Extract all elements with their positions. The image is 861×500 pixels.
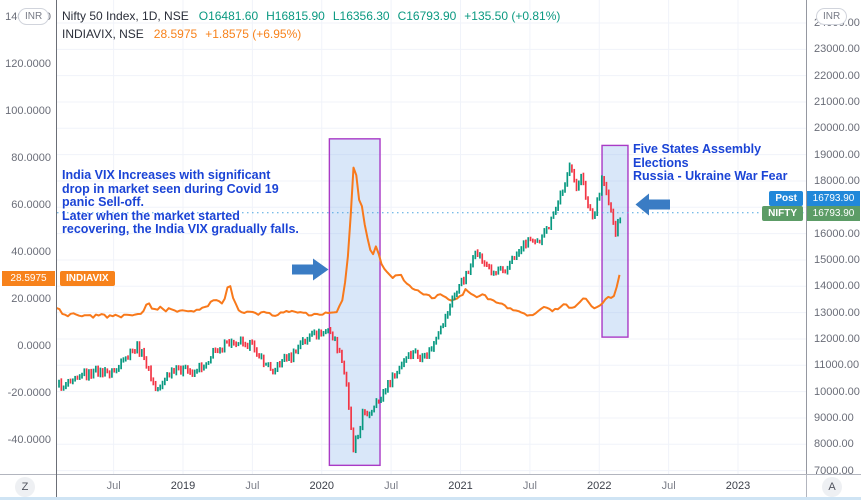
right-axis-tick: 14000.00 <box>814 280 860 293</box>
highlight-regions[interactable] <box>328 138 629 467</box>
left-axis-tick: 100.0000 <box>5 105 51 118</box>
arrow-left-icon[interactable] <box>635 193 671 216</box>
indiavix-series-label-badge: INDIAVIX <box>60 271 115 287</box>
post-market-label-badge: Post <box>769 190 803 206</box>
drawing-arrows[interactable] <box>292 193 671 281</box>
time-axis-tick: Jul <box>661 480 676 492</box>
right-axis-tick: 18000.00 <box>814 174 860 187</box>
nifty-high: H16815.90 <box>266 9 325 23</box>
left-axis-tick: 20.0000 <box>11 293 51 306</box>
indiavix-line-series <box>57 166 621 319</box>
right-price-axis[interactable]: 24000.0023000.0022000.0021000.0020000.00… <box>806 0 861 477</box>
nifty-label-badge: NIFTY <box>762 205 803 221</box>
time-axis-tick: 2020 <box>309 480 334 492</box>
gridlines <box>57 0 806 474</box>
left-axis-tick: 120.0000 <box>5 58 51 71</box>
left-currency-button[interactable]: INR <box>18 8 50 25</box>
left-axis-tick: -20.0000 <box>7 386 51 399</box>
right-axis-tick: 13000.00 <box>814 306 860 319</box>
vix-price-axis-badge: 28.5975 <box>2 271 55 287</box>
reset-zoom-button[interactable]: Z <box>15 477 35 497</box>
left-axis-tick: -40.0000 <box>7 433 51 446</box>
highlight-region[interactable] <box>601 144 629 338</box>
right-axis-tick: 12000.00 <box>814 332 860 345</box>
nifty-price-badge: 16793.90 <box>807 205 860 221</box>
time-axis-tick: 2023 <box>725 480 751 492</box>
right-axis-tick: 15000.00 <box>814 253 860 266</box>
right-axis-tick: 8000.00 <box>814 438 854 451</box>
time-axis-tick: Jul <box>245 480 260 492</box>
elections-annotation-text[interactable]: Five States Assembly Elections Russia - … <box>633 142 788 184</box>
right-axis-tick: 21000.00 <box>814 95 860 108</box>
pane-separator <box>56 474 57 497</box>
indiavix-value: 28.5975 <box>153 27 198 41</box>
covid-annotation-text[interactable]: India VIX Increases with significant dro… <box>62 168 299 237</box>
legend-row-nifty[interactable]: Nifty 50 Index, 1D, NSE O16481.60 H16815.9… <box>62 7 568 25</box>
arrow-right-icon[interactable] <box>292 258 329 281</box>
nifty-close: C16793.90 <box>397 9 457 23</box>
nifty-low: L16356.30 <box>332 9 390 23</box>
time-axis-tick: Jul <box>384 480 399 492</box>
chart-canvas[interactable] <box>57 0 806 474</box>
left-axis-tick: 60.0000 <box>11 199 51 212</box>
left-axis-tick: 80.0000 <box>11 152 51 165</box>
indiavix-series-title[interactable]: INDIAVIX, NSE <box>62 27 144 41</box>
right-axis-tick: 7000.00 <box>814 464 854 477</box>
left-axis-tick: 40.0000 <box>11 246 51 259</box>
right-axis-tick: 19000.00 <box>814 148 860 161</box>
left-axis-tick: 0.0000 <box>17 339 51 352</box>
right-axis-tick: 23000.00 <box>814 43 860 56</box>
legend: Nifty 50 Index, 1D, NSE O16481.60 H16815.9… <box>62 7 568 43</box>
time-axis-tick: Jul <box>106 480 121 492</box>
time-axis-tick: 2022 <box>587 480 612 492</box>
time-axis-tick: Jul <box>522 480 537 492</box>
window-bottom-edge <box>0 497 861 500</box>
time-axis[interactable]: Jul 2019 Jul 2020 Jul 2021 Jul 2022 Jul 2023 Z A <box>0 474 861 498</box>
nifty-open: O16481.60 <box>198 9 259 23</box>
nifty-change: +135.50 (+0.81%) <box>464 9 561 23</box>
left-price-axis[interactable]: 140.0000120.0000100.000080.000060.000040… <box>0 0 57 474</box>
legend-row-indiavix[interactable]: INDIAVIX, NSE 28.5975 +1.8575 (+6.95%) <box>62 25 568 43</box>
pane-separator <box>806 474 807 497</box>
chart-plot-area[interactable]: India VIX Increases with significant dro… <box>57 0 806 474</box>
nifty-series-title[interactable]: Nifty 50 Index, 1D, NSE <box>62 9 189 23</box>
right-axis-tick: 9000.00 <box>814 411 854 424</box>
post-market-price-badge: 16793.90 <box>807 190 860 206</box>
time-axis-tick: 2021 <box>448 480 473 492</box>
right-axis-tick: 20000.00 <box>814 122 860 135</box>
auto-scale-button[interactable]: A <box>822 477 842 497</box>
right-currency-button[interactable]: INR <box>816 8 848 25</box>
time-axis-tick: 2019 <box>170 480 196 492</box>
right-axis-tick: 10000.00 <box>814 385 860 398</box>
right-axis-tick: 22000.00 <box>814 69 860 82</box>
nifty-candlestick-series <box>58 162 622 454</box>
right-axis-tick: 16000.00 <box>814 227 860 240</box>
indiavix-change: +1.8575 (+6.95%) <box>205 27 302 41</box>
right-axis-tick: 11000.00 <box>814 359 860 372</box>
